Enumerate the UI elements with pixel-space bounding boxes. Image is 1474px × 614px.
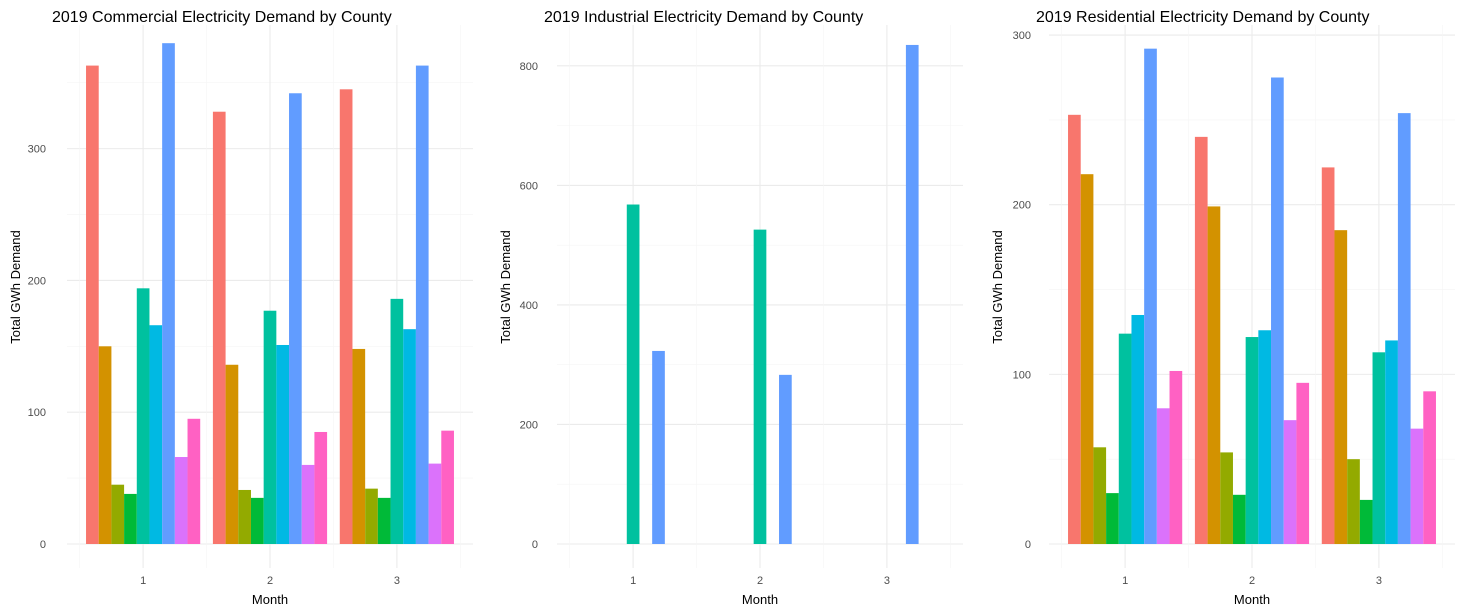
y-tick-label: 0	[40, 539, 46, 551]
y-axis-label: Total GWh Demand	[498, 230, 513, 343]
bar	[390, 298, 404, 544]
bar	[905, 44, 919, 544]
y-tick-label: 200	[1013, 200, 1031, 212]
bar	[1068, 114, 1081, 544]
bar	[403, 329, 416, 544]
y-tick-label: 0	[1025, 539, 1031, 551]
y-axis-label: Total GWh Demand	[990, 230, 1005, 343]
y-tick-label: 800	[520, 61, 538, 73]
bar	[314, 431, 328, 544]
y-tick-label: 300	[28, 144, 46, 156]
bar	[1245, 337, 1259, 544]
bar	[1283, 420, 1297, 544]
bar	[352, 348, 366, 544]
bars	[1068, 48, 1436, 545]
bar	[1131, 314, 1145, 544]
bar	[441, 430, 454, 544]
y-tick-label: 300	[1013, 30, 1031, 42]
bar	[753, 229, 767, 544]
y-tick-label: 0	[532, 539, 538, 551]
bar	[1296, 382, 1310, 544]
y-tick-label: 200	[28, 275, 46, 287]
bar	[162, 43, 175, 545]
x-tick-label: 1	[1122, 575, 1128, 587]
chart-title: 2019 Commercial Electricity Demand by Co…	[52, 9, 392, 26]
bar	[1106, 493, 1119, 544]
bar	[225, 364, 239, 544]
y-axis-label: Total GWh Demand	[8, 230, 23, 343]
bar	[1423, 391, 1436, 544]
chart-panel-1: 0 100 200 300 1 2 3 2019 Commercial Electricity…	[8, 9, 473, 607]
bar	[415, 65, 429, 544]
bar	[212, 111, 226, 544]
bar	[1410, 428, 1424, 544]
bar	[626, 204, 640, 544]
bar	[365, 488, 378, 544]
bar	[136, 288, 150, 544]
bar	[1258, 330, 1272, 544]
bar	[377, 497, 391, 544]
bar	[301, 464, 315, 544]
y-tick-label: 100	[28, 407, 46, 419]
bar	[1347, 459, 1360, 544]
bar	[1207, 206, 1221, 545]
x-axis-label: Month	[252, 592, 288, 607]
bar	[149, 325, 163, 544]
x-tick-label: 2	[267, 575, 273, 587]
y-tick-label: 600	[520, 180, 538, 192]
bar	[1372, 352, 1386, 544]
bar	[1093, 447, 1107, 544]
bar	[1080, 174, 1094, 545]
bar	[111, 484, 125, 544]
chart-panel-3: 0 100 200 300 1 2 3 2019 Residential Electricit…	[990, 9, 1455, 607]
bar	[289, 93, 302, 544]
bars	[86, 43, 454, 545]
x-tick-label: 2	[1249, 575, 1255, 587]
y-tick-label: 200	[520, 419, 538, 431]
bar	[263, 310, 277, 544]
x-tick-label: 3	[394, 575, 400, 587]
bar	[1118, 333, 1132, 544]
bar	[1220, 452, 1233, 544]
bar	[1321, 167, 1335, 544]
bars	[626, 44, 919, 544]
bar	[1232, 494, 1246, 544]
x-tick-label: 1	[630, 575, 636, 587]
bar	[174, 457, 188, 544]
x-axis-label: Month	[1234, 592, 1270, 607]
bar	[250, 497, 264, 544]
gridlines	[557, 25, 963, 568]
x-tick-label: 3	[884, 575, 890, 587]
bar	[1334, 230, 1348, 544]
bar	[98, 346, 112, 544]
bar	[86, 65, 99, 544]
bar	[1271, 77, 1284, 544]
bar	[1156, 408, 1170, 544]
bar	[1397, 113, 1411, 545]
bar	[1359, 499, 1373, 544]
bar	[1169, 370, 1183, 544]
x-tick-label: 3	[1376, 575, 1382, 587]
y-tick-label: 100	[1013, 369, 1031, 381]
bar	[124, 493, 137, 544]
chart-title: 2019 Residential Electricity Demand by C…	[1036, 9, 1370, 26]
x-tick-label: 2	[757, 575, 763, 587]
chart-panel-2: 0 200 400 600 800 1 2 3 2019 Industrial Electric…	[498, 9, 963, 607]
bar	[276, 344, 290, 544]
bar	[1144, 48, 1157, 544]
x-tick-label: 1	[140, 575, 146, 587]
bar	[1194, 136, 1208, 545]
bar	[1385, 340, 1398, 544]
y-tick-label: 400	[520, 300, 538, 312]
bar	[652, 350, 665, 544]
x-axis-label: Month	[742, 592, 778, 607]
bar	[238, 489, 251, 544]
bar	[339, 89, 353, 545]
bar	[779, 374, 792, 544]
bar	[428, 463, 442, 544]
chart-title: 2019 Industrial Electricity Demand by Co…	[544, 9, 863, 26]
bar	[187, 418, 201, 544]
